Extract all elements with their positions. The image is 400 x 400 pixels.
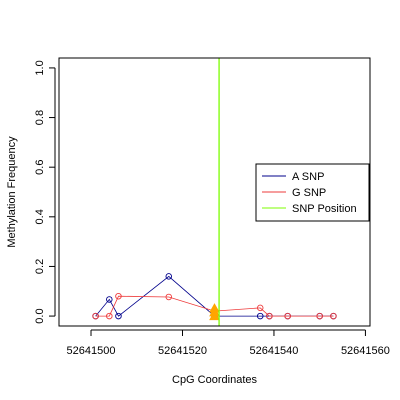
- legend-label-1: A SNP: [292, 171, 324, 183]
- series-line-2: [95, 295, 334, 317]
- y-axis-label: Methylation Frequency: [6, 136, 18, 248]
- data-point-s2-10: [330, 312, 337, 320]
- y-tick-label-4: 0.6: [34, 160, 46, 175]
- y-tick-label-3: 0.4: [34, 209, 46, 224]
- plot-layer: [92, 58, 337, 326]
- y-tick-label-1: 0.0: [34, 308, 46, 323]
- x-axis-label: CpG Coordinates: [172, 374, 257, 386]
- data-point-s2-4: [165, 293, 173, 301]
- data-point-s2-8: [284, 312, 291, 320]
- data-point-s1-2: [106, 296, 113, 303]
- legend-label-2: G SNP: [292, 187, 326, 199]
- plot-frame: [58, 57, 371, 327]
- x-tick-label-1: 52641500: [67, 345, 116, 357]
- snp-marker-3: [209, 303, 220, 313]
- x-tick-label-4: 52641560: [341, 345, 390, 357]
- data-point-s2-7: [266, 312, 273, 320]
- data-point-s2-2: [106, 312, 113, 320]
- y-tick-label-5: 0.8: [34, 110, 46, 125]
- legend: A SNP G SNP SNP Position: [255, 163, 370, 222]
- y-tick-label-2: 0.2: [34, 259, 46, 274]
- data-point-s2-1: [92, 312, 99, 320]
- data-point-s1-3: [115, 312, 122, 320]
- x-tick-label-2: 52641520: [158, 345, 207, 357]
- data-point-s1-6: [256, 312, 264, 320]
- data-point-s2-3: [115, 292, 122, 300]
- data-point-s2-6: [256, 304, 264, 312]
- axes-layer: 52641500 52641520 52641540 52641560 0.0 0.2 0.…: [34, 60, 390, 357]
- legend-entries: A SNP G SNP SNP Position: [262, 171, 357, 215]
- y-tick-label-6: 1.0: [34, 60, 46, 75]
- data-point-s2-9: [316, 312, 323, 320]
- x-tick-label-3: 52641540: [249, 345, 298, 357]
- legend-label-3: SNP Position: [292, 203, 357, 215]
- data-point-s1-4: [165, 273, 173, 280]
